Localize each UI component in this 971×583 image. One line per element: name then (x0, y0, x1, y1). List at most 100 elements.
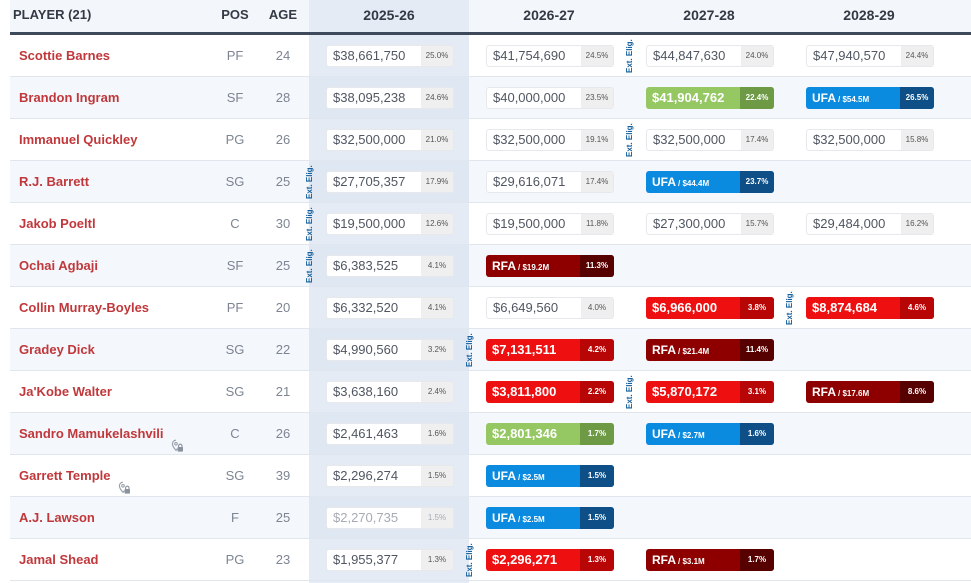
salary-cell-std[interactable]: $41,754,690 24.5% (486, 45, 614, 67)
salary-cell-ufa[interactable]: UFA / $2.5M 1.5% (486, 465, 614, 487)
salary-cell-std[interactable]: $2,270,735 1.5% (326, 507, 454, 529)
cap-percentage: 1.6% (421, 424, 453, 444)
fa-cap-hold: / $3.1M (678, 557, 705, 566)
salary-cell-std[interactable]: $6,332,520 4.1% (326, 297, 454, 319)
column-header-2025-26[interactable]: 2025-26 (309, 0, 469, 32)
salary-amount: $40,000,000 (493, 90, 566, 105)
player-name-link[interactable]: Collin Murray-Boyles (19, 287, 149, 329)
salary-amount: $2,296,274 (333, 468, 399, 483)
salary-cell-std[interactable]: $40,000,000 23.5% (486, 87, 614, 109)
salary-cell-std[interactable]: $47,940,570 24.4% (806, 45, 934, 67)
player-age: 22 (275, 342, 291, 357)
column-header-2026-27[interactable]: 2026-27 (523, 7, 575, 23)
column-header-pos[interactable]: POS (221, 7, 249, 22)
player-position: PF (226, 48, 244, 63)
salary-cell-std[interactable]: $4,990,560 3.2% (326, 339, 454, 361)
extension-eligible-label: Ext. Elig. (625, 375, 634, 409)
salary-cell-ufa[interactable]: UFA / $2.7M 1.6% (646, 423, 774, 445)
salary-cell-std[interactable]: $32,500,000 17.4% (646, 129, 774, 151)
salary-cell-red[interactable]: $3,811,800 2.2% (486, 381, 614, 403)
player-name: Immanuel Quickley (19, 132, 138, 147)
player-name-link[interactable]: R.J. Barrett (19, 161, 89, 203)
salary-cell-std[interactable]: $32,500,000 21.0% (326, 129, 454, 151)
player-age: 21 (275, 384, 291, 399)
salary-cell-std[interactable]: $2,461,463 1.6% (326, 423, 454, 445)
fa-type: UFA (652, 427, 676, 441)
salary-cell-red[interactable]: $5,870,172 3.1% (646, 381, 774, 403)
player-name-link[interactable]: Jamal Shead (19, 539, 99, 581)
table-header: PLAYER (21) POS AGE 2025-26 2026-27 2027… (10, 0, 971, 35)
player-name-link[interactable]: Sandro Mamukelashvili (19, 413, 184, 455)
salary-cell-ufa[interactable]: UFA / $2.5M 1.5% (486, 507, 614, 529)
cap-percentage: 1.5% (580, 507, 614, 529)
salary-cell-std[interactable]: $6,383,525 4.1% (326, 255, 454, 277)
salary-cell-green[interactable]: $2,801,346 1.7% (486, 423, 614, 445)
salary-cell-std[interactable]: $19,500,000 12.6% (326, 213, 454, 235)
salary-cell-ufa[interactable]: UFA / $54.5M 26.5% (806, 87, 934, 109)
player-name-link[interactable]: Ja'Kobe Walter (19, 371, 112, 413)
salary-cell-red[interactable]: $6,966,000 3.8% (646, 297, 774, 319)
pin-lock-icon[interactable] (117, 470, 131, 494)
salary-amount: $41,754,690 (493, 48, 566, 63)
column-header-player[interactable]: PLAYER (21) (13, 7, 92, 22)
salary-cell-green[interactable]: $41,904,762 22.4% (646, 87, 774, 109)
salary-cell-std[interactable]: $38,095,238 24.6% (326, 87, 454, 109)
cap-percentage: 4.2% (580, 339, 614, 361)
player-name-link[interactable]: Ochai Agbaji (19, 245, 98, 287)
salary-cell-std[interactable]: $29,484,000 16.2% (806, 213, 934, 235)
player-name: Jakob Poeltl (19, 216, 96, 231)
player-age: 23 (275, 552, 291, 567)
pin-lock-icon[interactable] (170, 428, 184, 452)
cap-percentage: 3.1% (740, 381, 774, 403)
cap-percentage: 1.7% (740, 549, 774, 571)
salary-cell-std[interactable]: $32,500,000 15.8% (806, 129, 934, 151)
salary-amount: $38,095,238 (333, 90, 406, 105)
salary-cell-std[interactable]: $32,500,000 19.1% (486, 129, 614, 151)
table-body: Scottie Barnes PF 24 $38,661,750 25.0% $41,75… (10, 35, 971, 581)
free-agent-status: RFA / $17.6M (806, 381, 900, 403)
table-row: Gradey Dick SG 22 $4,990,560 3.2% Ext. Elig. $… (10, 329, 971, 371)
fa-type: RFA (652, 553, 676, 567)
salary-cell-std[interactable]: $44,847,630 24.0% (646, 45, 774, 67)
salary-amount: $19,500,000 (333, 216, 406, 231)
salary-cell-red[interactable]: $8,874,684 4.6% (806, 297, 934, 319)
salary-cell-std[interactable]: $1,955,377 1.3% (326, 549, 454, 571)
cap-percentage: 17.4% (581, 172, 613, 192)
salary-cell-rfa[interactable]: RFA / $21.4M 11.4% (646, 339, 774, 361)
salary-amount: $2,461,463 (333, 426, 399, 441)
column-header-2028-29[interactable]: 2028-29 (843, 7, 895, 23)
salary-cell-rfa[interactable]: RFA / $19.2M 11.3% (486, 255, 614, 277)
player-name-link[interactable]: Brandon Ingram (19, 77, 119, 119)
salary-cell-rfa[interactable]: RFA / $3.1M 1.7% (646, 549, 774, 571)
salary-cell-std[interactable]: $27,705,357 17.9% (326, 171, 454, 193)
player-name-link[interactable]: Gradey Dick (19, 329, 95, 371)
salary-amount: $6,966,000 (652, 300, 718, 315)
column-header-2027-28[interactable]: 2027-28 (683, 7, 735, 23)
player-position: C (230, 426, 240, 441)
player-name: Ja'Kobe Walter (19, 384, 112, 399)
cap-percentage: 26.5% (900, 87, 934, 109)
salary-cell-std[interactable]: $2,296,274 1.5% (326, 465, 454, 487)
salary-amount: $47,940,570 (813, 48, 886, 63)
salary-cell-std[interactable]: $3,638,160 2.4% (326, 381, 454, 403)
player-name-link[interactable]: A.J. Lawson (19, 497, 95, 539)
player-name-link[interactable]: Scottie Barnes (19, 35, 110, 77)
player-name-link[interactable]: Garrett Temple (19, 455, 131, 497)
player-name-link[interactable]: Jakob Poeltl (19, 203, 96, 245)
fa-type: UFA (812, 91, 836, 105)
player-position: F (231, 510, 239, 525)
salary-cell-std[interactable]: $29,616,071 17.4% (486, 171, 614, 193)
salary-cell-ufa[interactable]: UFA / $44.4M 23.7% (646, 171, 774, 193)
salary-cell-red[interactable]: $7,131,511 4.2% (486, 339, 614, 361)
salary-cell-std[interactable]: $6,649,560 4.0% (486, 297, 614, 319)
fa-cap-hold: / $2.7M (678, 431, 705, 440)
salary-cell-std[interactable]: $19,500,000 11.8% (486, 213, 614, 235)
salary-cell-std[interactable]: $27,300,000 15.7% (646, 213, 774, 235)
salary-cell-rfa[interactable]: RFA / $17.6M 8.6% (806, 381, 934, 403)
cap-percentage: 11.4% (740, 339, 774, 361)
salary-cell-std[interactable]: $38,661,750 25.0% (326, 45, 454, 67)
player-name-link[interactable]: Immanuel Quickley (19, 119, 138, 161)
salary-cell-red[interactable]: $2,296,271 1.3% (486, 549, 614, 571)
column-header-age[interactable]: AGE (268, 7, 298, 22)
extension-eligible-label: Ext. Elig. (305, 165, 314, 199)
